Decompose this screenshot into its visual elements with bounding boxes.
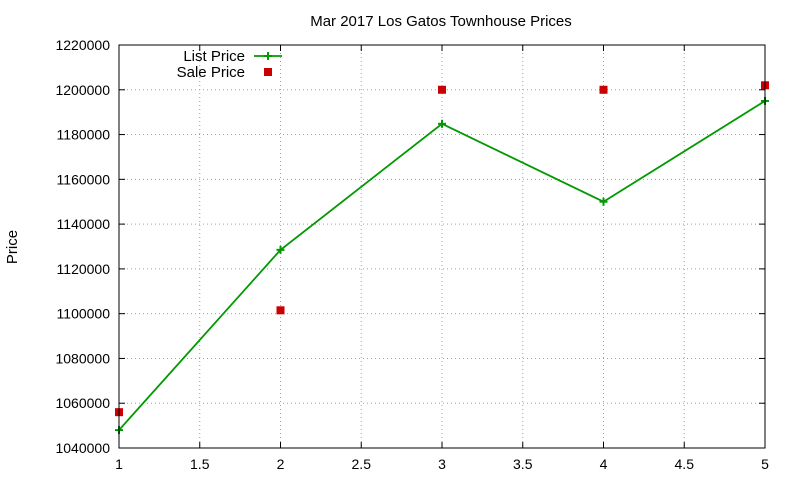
y-tick-label: 1200000	[55, 82, 110, 98]
y-tick-label: 1080000	[55, 350, 110, 366]
y-axis-label: Price	[4, 230, 21, 264]
data-point	[599, 85, 608, 94]
data-point	[438, 119, 446, 128]
y-tick-label: 1060000	[55, 395, 110, 411]
chart-title: Mar 2017 Los Gatos Townhouse Prices	[310, 13, 572, 30]
y-tick-label: 1120000	[57, 261, 111, 277]
data-point	[599, 197, 608, 206]
data-point	[438, 85, 446, 94]
axes: 1 1.5 2 2.5 3 3.5 4 4.5 5 1040000 1060000 1080000 11…	[55, 37, 769, 472]
y-tick-label: 1220000	[55, 37, 110, 53]
legend-entry: List Price	[183, 48, 282, 65]
x-tick-label: 1.5	[190, 456, 210, 472]
data-point	[276, 306, 285, 315]
x-tick-label: 2	[277, 456, 285, 472]
legend-label: List Price	[183, 48, 245, 65]
y-tick-label: 1160000	[57, 171, 111, 187]
x-tick-label: 4	[600, 456, 608, 472]
y-tick-label: 1040000	[55, 440, 110, 456]
y-tick-label: 1180000	[57, 127, 111, 143]
x-tick-label: 5	[761, 456, 769, 472]
data-point	[276, 245, 285, 254]
legend-marker	[264, 52, 272, 60]
legend-label: Sale Price	[177, 64, 245, 81]
x-tick-label: 3.5	[513, 456, 533, 472]
plot-frame	[118, 44, 766, 449]
x-tick-label: 1	[115, 456, 123, 472]
x-tick-label: 4.5	[675, 456, 695, 472]
legend-entry: Sale Price	[177, 64, 272, 81]
y-tick-label: 1100000	[57, 306, 111, 322]
legend-marker	[264, 68, 272, 76]
y-tick-label: 1140000	[57, 216, 111, 232]
x-tick-label: 3	[438, 456, 446, 472]
x-tick-label: 2.5	[352, 456, 372, 472]
